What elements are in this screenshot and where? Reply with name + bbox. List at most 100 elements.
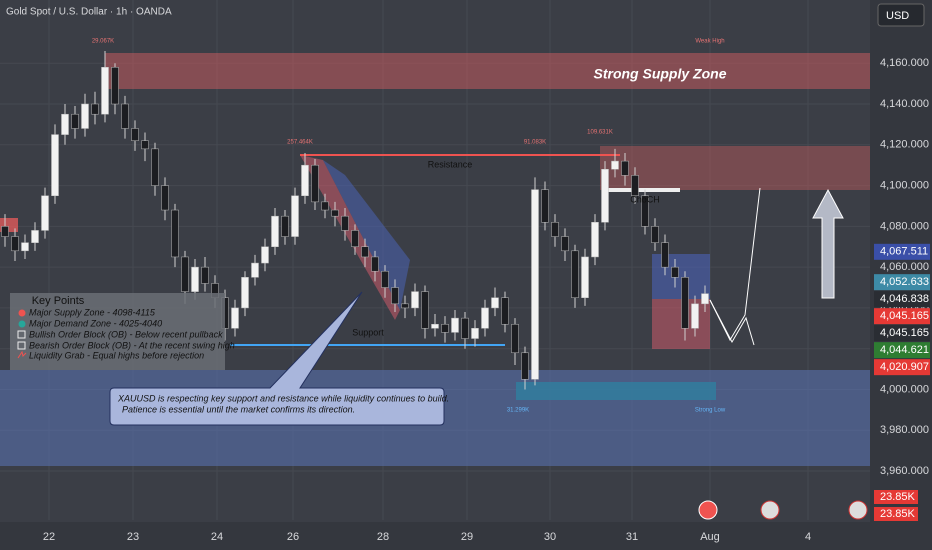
annotation: 91.083K: [524, 140, 546, 146]
annotation: Strong Low: [695, 408, 726, 414]
key-points-box: [10, 293, 225, 370]
key-point: Liquidity Grab - Equal highs before reje…: [29, 350, 204, 360]
annotation: 257.464K: [287, 140, 313, 146]
candle-body: [21, 242, 29, 252]
candle-body: [551, 222, 559, 237]
candle-body: [401, 303, 409, 309]
price-badge: [874, 342, 930, 359]
candle-body: [41, 195, 49, 231]
price-label: 4,067.511: [880, 246, 928, 258]
position-box: [652, 299, 710, 349]
candle-body: [361, 246, 369, 258]
icon: [18, 309, 26, 317]
candle-body: [411, 291, 419, 309]
order-block: [516, 382, 716, 400]
candle-body: [181, 256, 189, 292]
y-tick-label: 4,100.000: [880, 179, 929, 191]
candle-body: [631, 175, 639, 197]
x-tick-label: 29: [461, 531, 473, 543]
currency-button[interactable]: [877, 3, 925, 27]
candle-body: [301, 164, 309, 197]
candle-body: [231, 307, 239, 329]
candle-body: [11, 236, 19, 252]
resistance-zone: [600, 146, 870, 190]
candle-body: [651, 226, 659, 243]
volume-badge: [874, 490, 918, 504]
candle-body: [351, 230, 359, 247]
candle-body: [331, 209, 339, 217]
candle-body: [81, 103, 89, 129]
candle-body: [31, 230, 39, 243]
candle-body: [561, 236, 569, 252]
candle-body: [391, 287, 399, 305]
candle-body: [371, 256, 379, 272]
event-icon[interactable]: [698, 500, 718, 520]
volume-label: 23.85K: [880, 508, 916, 520]
icon: [18, 320, 26, 328]
currency[interactable]: USD: [886, 10, 909, 22]
candle-body: [271, 215, 279, 247]
candle-body: [471, 328, 479, 339]
y-tick-label: 4,120.000: [880, 139, 929, 151]
y-tick-label: 4,140.000: [880, 98, 929, 110]
candle-body: [191, 266, 199, 292]
candle-body: [341, 215, 349, 231]
key-point: Major Supply Zone - 4098-4115: [29, 307, 156, 317]
x-tick-label: 23: [127, 531, 139, 543]
candle-body: [611, 160, 619, 170]
candle-body: [141, 140, 149, 150]
x-tick-label: 30: [544, 531, 556, 543]
candle-body: [151, 148, 159, 186]
candle-body: [431, 323, 439, 329]
annotation: ChoCH: [630, 194, 660, 204]
key-point: Bullish Order Block (OB) - Below recent …: [29, 329, 223, 339]
candle-body: [641, 195, 649, 227]
price-label: 4,045.165: [880, 310, 929, 322]
x-tick-label: 24: [211, 531, 223, 543]
candle-body: [461, 317, 469, 339]
projection: [709, 299, 755, 346]
event-icon[interactable]: [760, 500, 780, 520]
y-tick-label: 3,980.000: [880, 424, 929, 436]
candle-body: [71, 113, 79, 129]
candle-body: [131, 128, 139, 141]
y-tick-label: 4,000.000: [880, 383, 929, 395]
time-axis: [0, 522, 870, 550]
candle-body: [661, 242, 669, 268]
x-tick-label: 4: [805, 531, 811, 543]
zone-label: Strong Supply Zone: [594, 66, 727, 82]
price-label: 4,046.838: [880, 293, 929, 305]
big-arrow: [812, 188, 844, 299]
event-icon[interactable]: [848, 500, 868, 520]
candle-body: [531, 189, 539, 380]
candle-body: [421, 291, 429, 329]
y-tick-label: 4,080.000: [880, 220, 929, 232]
annotation: 29.067K: [92, 39, 114, 45]
callout-text: Patience is essential until the market c…: [122, 404, 355, 414]
annotation: Weak High: [695, 39, 724, 45]
candle-body: [601, 169, 609, 223]
price-badge: [874, 291, 930, 308]
price-badge: [874, 308, 930, 325]
candle-body: [381, 270, 389, 288]
candle-body: [161, 185, 169, 211]
candle-body: [691, 303, 699, 329]
candle-body: [541, 189, 549, 223]
candles: [1, 50, 709, 390]
candle-body: [111, 67, 119, 105]
x-tick-label: Aug: [700, 531, 720, 543]
candle-body: [521, 352, 529, 380]
key-point: Major Demand Zone - 4025-4040: [29, 318, 162, 328]
price-label: 4,052.633: [880, 276, 929, 288]
candle-body: [701, 293, 709, 305]
volume-badge: [874, 507, 918, 521]
candle-body: [321, 201, 329, 211]
candle-body: [261, 246, 269, 264]
volume-label: 23.85K: [880, 491, 916, 503]
candle-body: [201, 266, 209, 284]
price-badge: [874, 325, 930, 342]
annotation: Support: [352, 327, 384, 337]
y-tick-label: 3,960.000: [880, 465, 929, 477]
chart-title: Gold Spot / U.S. Dollar · 1h · OANDA: [6, 7, 172, 18]
